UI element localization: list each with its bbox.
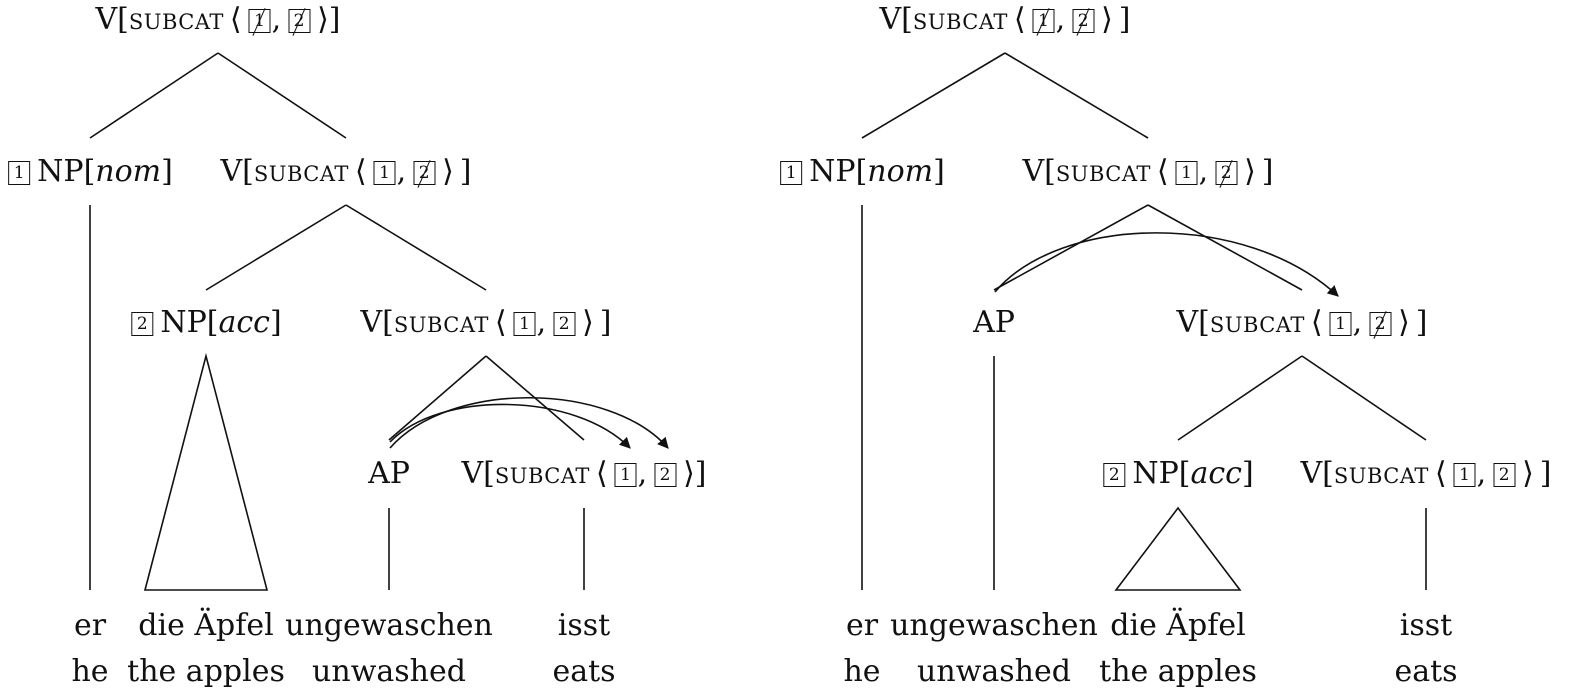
vp-node: V[subcat ⟨ 1, 2 ⟩ ] bbox=[1022, 154, 1274, 189]
word-de: isst bbox=[1399, 608, 1453, 643]
tag-box: 2 bbox=[1493, 463, 1516, 487]
word-en: unwashed bbox=[312, 654, 466, 689]
tag-box: 2 bbox=[1072, 9, 1095, 33]
subject-node: 1 NP[nom] bbox=[779, 154, 945, 190]
word-en: eats bbox=[1394, 654, 1458, 689]
tag-box: 1 bbox=[1453, 463, 1476, 487]
root-node: V[subcat ⟨ 1, 2 ⟩] bbox=[95, 2, 341, 37]
word-de: er bbox=[845, 608, 879, 643]
np-triangle bbox=[1114, 506, 1242, 591]
word-de: isst bbox=[557, 608, 611, 643]
tag-box: 2 bbox=[1369, 312, 1392, 336]
tag-box: 1 bbox=[614, 463, 637, 487]
edge bbox=[1177, 355, 1303, 441]
tag-box: 2 bbox=[553, 312, 576, 336]
edge bbox=[205, 204, 347, 291]
v-bar-node: V[subcat ⟨ 1, 2 ⟩ ] bbox=[1176, 305, 1428, 340]
tag-box: 2 bbox=[131, 312, 154, 336]
word-de: er bbox=[73, 608, 107, 643]
subject-node: 1 NP[nom] bbox=[7, 154, 173, 190]
edge bbox=[993, 204, 1149, 291]
edge bbox=[1004, 52, 1149, 139]
edge bbox=[89, 52, 219, 139]
tag-box: 2 bbox=[1103, 463, 1126, 487]
word-de: ungewaschen bbox=[890, 608, 1098, 643]
object-node: 2 NP[acc] bbox=[130, 305, 282, 341]
edge bbox=[1301, 355, 1427, 441]
verb-node: V[subcat ⟨ 1, 2 ⟩ ] bbox=[1300, 456, 1552, 491]
edge bbox=[388, 355, 487, 441]
word-en: he bbox=[843, 654, 881, 689]
ap-node: AP bbox=[368, 456, 410, 491]
word-en: unwashed bbox=[917, 654, 1071, 689]
word-en: he bbox=[71, 654, 109, 689]
arrow-ap-to-v bbox=[994, 232, 1339, 297]
vp-node: V[subcat ⟨ 1, 2 ⟩ ] bbox=[220, 154, 472, 189]
edge bbox=[217, 52, 347, 139]
tag-box: 2 bbox=[413, 161, 436, 185]
tag-box: 1 bbox=[248, 9, 271, 33]
tag-box: 2 bbox=[1215, 161, 1238, 185]
v-bar-node: V[subcat ⟨ 1, 2 ⟩ ] bbox=[360, 305, 612, 340]
tag-box: 2 bbox=[654, 463, 677, 487]
tag-box: 1 bbox=[780, 161, 803, 185]
tag-box: 1 bbox=[8, 161, 31, 185]
tag-box: 1 bbox=[373, 161, 396, 185]
word-en: eats bbox=[552, 654, 616, 689]
tag-box: 1 bbox=[513, 312, 536, 336]
tag-box: 1 bbox=[1329, 312, 1352, 336]
root-node: V[subcat ⟨ 1, 2 ⟩ ] bbox=[879, 2, 1131, 37]
edge bbox=[345, 204, 487, 291]
object-node: 2 NP[acc] bbox=[1102, 456, 1254, 492]
arrow-to-subj bbox=[389, 403, 631, 449]
tag-box: 2 bbox=[288, 9, 311, 33]
verb-node: V[subcat ⟨ 1, 2 ⟩] bbox=[461, 456, 707, 491]
word-en: the apples bbox=[1099, 654, 1257, 689]
tag-box: 1 bbox=[1032, 9, 1055, 33]
tag-box: 1 bbox=[1175, 161, 1198, 185]
word-de: die Äpfel bbox=[138, 608, 274, 643]
np-triangle bbox=[143, 352, 269, 591]
word-de: die Äpfel bbox=[1110, 608, 1246, 643]
ap-node: AP bbox=[973, 305, 1015, 340]
arrow-to-obj bbox=[389, 397, 669, 449]
edge bbox=[861, 52, 1006, 139]
edge bbox=[1147, 204, 1303, 291]
word-en: the apples bbox=[127, 654, 285, 689]
word-de: ungewaschen bbox=[285, 608, 493, 643]
